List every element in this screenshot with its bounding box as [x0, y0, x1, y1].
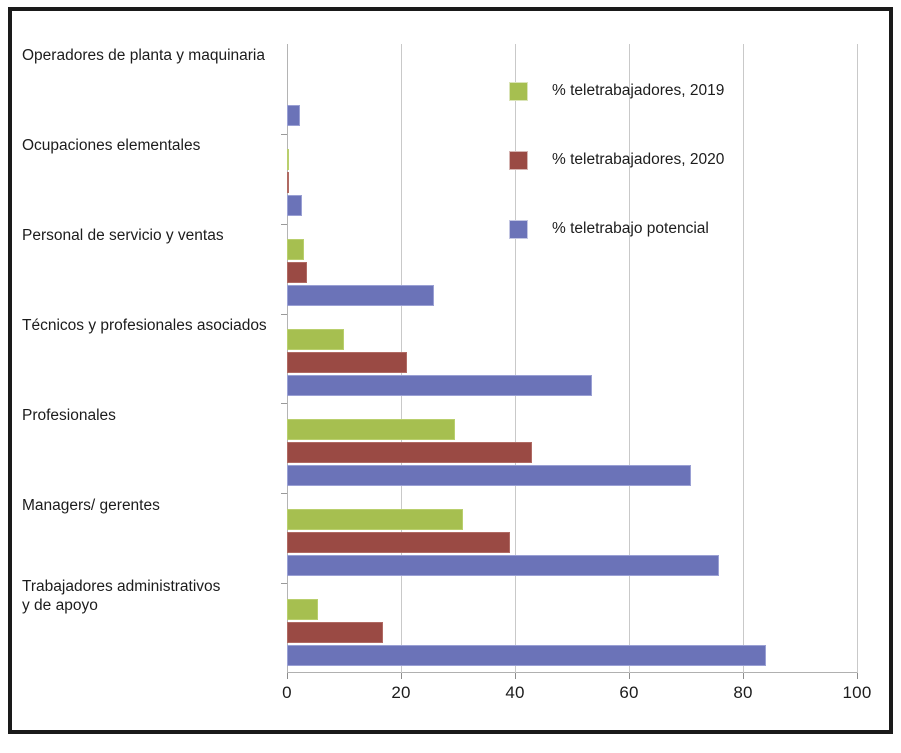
value-axis-baseline: [287, 672, 857, 673]
x-tick-label: 40: [505, 683, 525, 702]
bar[interactable]: [287, 621, 383, 643]
legend-label: % teletrabajadores, 2019: [552, 82, 725, 99]
category-tick: [281, 223, 287, 225]
x-tick-label: 80: [733, 683, 753, 702]
bar[interactable]: [287, 441, 533, 463]
bar-group: [287, 239, 857, 307]
plot-area: [281, 44, 858, 679]
legend-item[interactable]: % teletrabajo potencial: [509, 219, 709, 239]
category-tick: [281, 583, 287, 585]
x-tick-80: [743, 673, 744, 679]
bar[interactable]: [287, 262, 307, 284]
x-tick-40: [515, 673, 516, 679]
legend-label: % teletrabajadores, 2020: [552, 151, 725, 168]
category-axis-labels: Operadores de planta y maquinaria Ocupaci…: [12, 11, 287, 753]
bar-group: [287, 598, 857, 666]
category-label: Managers/ gerentes: [22, 496, 160, 514]
bar[interactable]: [287, 418, 456, 440]
bar[interactable]: [287, 531, 511, 553]
legend-swatch-icon: [509, 81, 528, 101]
bar[interactable]: [287, 554, 720, 576]
category-label: Operadores de planta y maquinaria: [22, 47, 265, 65]
legend-item[interactable]: % teletrabajadores, 2020: [509, 150, 724, 170]
category-tick: [281, 403, 287, 405]
bar[interactable]: [287, 464, 691, 486]
category-label: Profesionales: [22, 406, 116, 424]
bar-group: [287, 329, 857, 396]
gridline-100: [857, 44, 858, 673]
x-tick-label: 60: [619, 683, 639, 702]
category-tick: [281, 313, 287, 315]
bar[interactable]: [287, 149, 289, 171]
category-label: Técnicos y profesionales asociados: [22, 317, 267, 334]
gridline-60: [629, 44, 630, 673]
x-tick-100: [857, 673, 858, 679]
bar[interactable]: [287, 508, 463, 530]
bar[interactable]: [287, 105, 300, 127]
chart-frame-border: Operadores de planta y maquinaria Ocupaci…: [8, 7, 893, 734]
gridline-80: [743, 44, 744, 673]
bar[interactable]: [287, 352, 407, 373]
category-label: Ocupaciones elementales: [22, 137, 201, 155]
category-label: Personal de servicio y ventas: [22, 227, 224, 245]
category-label: Trabajadores administrativos y de apoyo: [22, 577, 221, 614]
category-tick: [281, 493, 287, 495]
bar-group: [287, 149, 857, 217]
bar[interactable]: [287, 239, 305, 261]
bar[interactable]: [287, 195, 302, 217]
x-tick-label: 20: [391, 683, 411, 702]
legend-swatch-icon: [509, 150, 528, 170]
x-tick-0: [287, 673, 288, 679]
gridline-40: [515, 44, 516, 673]
bar-group: [287, 59, 857, 127]
bar[interactable]: [287, 329, 344, 350]
legend-item[interactable]: % teletrabajadores, 2019: [509, 81, 724, 101]
bar[interactable]: [287, 285, 435, 307]
bar[interactable]: [287, 644, 766, 666]
bar-group: [287, 508, 857, 576]
x-tick-label: 100: [842, 683, 872, 702]
bar-group: [287, 418, 857, 486]
legend-label: % teletrabajo potencial: [552, 220, 709, 237]
x-tick-label: 0: [282, 683, 292, 702]
category-tick: [281, 133, 287, 135]
legend-swatch-icon: [509, 219, 528, 239]
bar[interactable]: [287, 172, 289, 194]
x-tick-20: [401, 673, 402, 679]
bar[interactable]: [287, 375, 592, 396]
x-tick-60: [629, 673, 630, 679]
bar[interactable]: [287, 598, 319, 620]
